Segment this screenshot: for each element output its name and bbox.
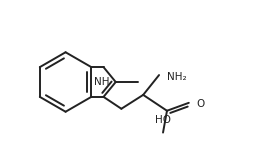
Text: NH: NH — [94, 77, 109, 87]
Text: HO: HO — [155, 115, 171, 125]
Text: O: O — [197, 99, 205, 109]
Text: NH₂: NH₂ — [167, 72, 187, 82]
